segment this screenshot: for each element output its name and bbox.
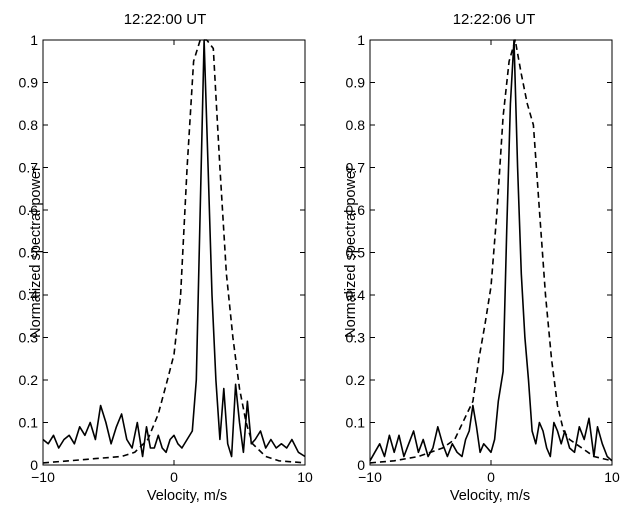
chart-panel-2: 12:22:06 UT Normalized spectral power Ve… — [343, 11, 620, 504]
chart-panel-1: 12:22:00 UT Normalized spectral power Ve… — [19, 11, 313, 504]
x-tick-label: −10 — [31, 469, 55, 485]
y-tick-label: 1 — [30, 32, 38, 48]
y-axis-label: Normalized spectral power — [343, 166, 359, 338]
y-tick-label: 0.7 — [346, 160, 366, 176]
series-line-dashed — [369, 39, 613, 464]
y-tick-label: 0.7 — [19, 160, 39, 176]
x-tick-label: 10 — [297, 469, 313, 485]
series-lines — [42, 39, 306, 464]
y-axis-label: Normalized spectral power — [28, 166, 44, 338]
y-tick-label: 0.9 — [19, 75, 39, 91]
y-tick-label: 0.5 — [346, 245, 366, 261]
y-tick-label: 0.4 — [19, 287, 39, 303]
y-tick-label: 0.8 — [346, 117, 366, 133]
y-tick-label: 0.6 — [19, 202, 39, 218]
y-tick-label: 0.9 — [346, 75, 366, 91]
x-tick-label: −10 — [358, 469, 382, 485]
x-axis-label: Velocity, m/s — [450, 488, 530, 504]
chart-title: 12:22:00 UT — [124, 11, 207, 28]
y-tick-label: 0.3 — [19, 330, 39, 346]
axes-box — [42, 39, 306, 466]
y-tick-label: 1 — [357, 32, 365, 48]
y-tick-label: 0.1 — [19, 415, 39, 431]
y-tick-label: 0.3 — [346, 330, 366, 346]
ticks: 00.10.20.30.40.50.60.70.80.91−10 0 10 — [19, 32, 313, 485]
axes-box — [369, 39, 613, 466]
series-line-solid — [369, 39, 613, 462]
y-tick-label: 0.4 — [346, 287, 366, 303]
y-tick-label: 0.6 — [346, 202, 366, 218]
chart-title: 12:22:06 UT — [453, 11, 536, 28]
series-line-dashed — [42, 39, 306, 464]
series-lines — [369, 39, 613, 464]
y-tick-label: 0.2 — [346, 372, 366, 388]
x-tick-label: 0 — [487, 469, 495, 485]
y-tick-label: 0.8 — [19, 117, 39, 133]
y-tick-label: 0.5 — [19, 245, 39, 261]
x-axis-label: Velocity, m/s — [147, 488, 227, 504]
y-tick-label: 0.1 — [346, 415, 366, 431]
y-tick-label: 0 — [30, 457, 38, 473]
ticks: 00.10.20.30.40.50.60.70.80.91−10 0 10 — [346, 32, 620, 485]
x-tick-label: 0 — [170, 469, 178, 485]
x-tick-label: 10 — [604, 469, 620, 485]
y-tick-label: 0.2 — [19, 372, 39, 388]
series-line-solid — [42, 39, 306, 458]
y-tick-label: 0 — [357, 457, 365, 473]
